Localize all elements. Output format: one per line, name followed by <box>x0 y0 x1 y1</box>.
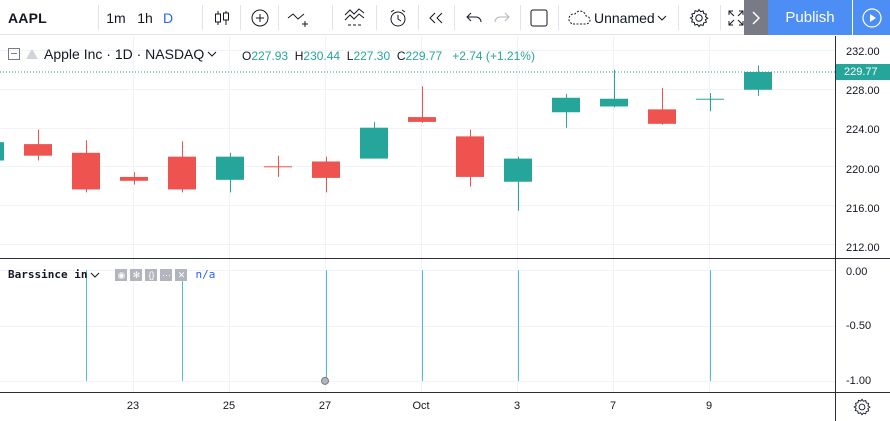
chevron-down-icon[interactable] <box>654 0 670 35</box>
toolbar-divider <box>720 5 721 30</box>
indicator-tick: 0.00 <box>846 266 868 278</box>
toolbar-divider <box>376 5 377 30</box>
time-tick: 27 <box>318 400 332 412</box>
alert-clock-icon[interactable] <box>384 0 412 35</box>
indicators-icon[interactable] <box>340 0 370 35</box>
indicator-plot <box>86 270 711 385</box>
last-price-label: 229.77 <box>836 64 890 80</box>
candle-body <box>408 117 436 122</box>
toolbar-divider <box>558 5 559 30</box>
layout-name[interactable]: Unnamed <box>594 9 655 26</box>
candle-body <box>216 156 244 180</box>
chart-canvas[interactable] <box>0 36 890 421</box>
ohlc-values: O227.93 H230.44 L227.30 C229.77 +2.74 (+… <box>242 49 535 63</box>
indicator-legend: Barssince in ◉ ✻ {} ⋯ ✕ n/a <box>8 268 215 281</box>
interval-1h[interactable]: 1h <box>137 9 153 26</box>
low-value: 227.30 <box>353 49 391 63</box>
top-toolbar: AAPL 1m 1h D Unnamed <box>0 0 890 35</box>
indicator-name[interactable]: Barssince in <box>8 268 88 281</box>
chevron-right-icon[interactable] <box>744 0 768 35</box>
open-label: O <box>242 49 252 63</box>
play-icon[interactable] <box>852 0 890 35</box>
undo-icon[interactable] <box>462 0 486 35</box>
chevron-down-icon[interactable] <box>207 50 217 58</box>
price-tick: 232.00 <box>846 46 880 58</box>
toolbar-divider <box>98 5 99 30</box>
close-label: C <box>396 49 406 63</box>
price-tick: 220.00 <box>846 164 880 176</box>
candle-body <box>120 176 148 181</box>
candle-body <box>648 109 676 124</box>
high-label: H <box>294 49 304 63</box>
candle-body <box>360 127 388 159</box>
price-tick: 224.00 <box>846 124 880 136</box>
cloud-icon[interactable] <box>564 0 594 35</box>
candle-body <box>264 166 292 168</box>
compare-icon[interactable] <box>284 0 314 35</box>
toolbar-divider <box>240 5 241 30</box>
indicator-tick: -0.50 <box>846 320 872 332</box>
low-label: L <box>346 49 354 63</box>
layout-square-icon[interactable] <box>526 0 552 35</box>
open-value: 227.93 <box>251 49 289 63</box>
symbol-legend: Apple Inc · 1D · NASDAQ <box>8 46 217 62</box>
replay-icon[interactable] <box>424 0 448 35</box>
candle-body <box>312 161 340 178</box>
close-icon[interactable]: ✕ <box>175 268 188 281</box>
symbol-search[interactable]: AAPL <box>8 9 47 26</box>
candles <box>0 65 772 211</box>
indicator-tick: -1.00 <box>846 375 872 387</box>
change-value: +2.74 (+1.21%) <box>452 49 535 63</box>
time-tick: 25 <box>222 400 236 412</box>
toolbar-divider <box>418 5 419 30</box>
close-value: 229.77 <box>405 49 443 63</box>
publish-button[interactable]: Publish <box>768 0 852 35</box>
candle-body <box>696 98 724 100</box>
grid <box>0 36 835 392</box>
source-code-icon[interactable]: {} <box>145 268 158 281</box>
gear-icon[interactable] <box>852 397 872 417</box>
redo-icon[interactable] <box>490 0 514 35</box>
candle-body <box>0 142 4 161</box>
cursor-dot <box>321 376 329 385</box>
toolbar-divider <box>202 5 203 30</box>
settings-icon[interactable]: ✻ <box>130 268 143 281</box>
candle-body <box>504 158 532 182</box>
candle-body <box>168 156 196 190</box>
high-value: 230.44 <box>303 49 341 63</box>
time-tick: 3 <box>513 400 521 412</box>
toolbar-divider <box>520 5 521 30</box>
toolbar-divider <box>332 5 333 30</box>
price-tick: 216.00 <box>846 203 880 215</box>
candle-body <box>600 98 628 107</box>
more-icon[interactable]: ⋯ <box>160 268 173 281</box>
time-tick: 7 <box>609 400 617 412</box>
toolbar-divider <box>278 5 279 30</box>
price-tick: 212.00 <box>846 242 880 254</box>
toolbar-divider <box>454 5 455 30</box>
interval-1d[interactable]: D <box>162 9 174 26</box>
gear-icon[interactable] <box>684 0 714 35</box>
interval-1m[interactable]: 1m <box>106 9 126 26</box>
candle-body <box>24 144 52 156</box>
add-indicator-icon[interactable] <box>246 0 274 35</box>
candle-body <box>552 97 580 113</box>
chevron-down-icon[interactable] <box>90 271 100 279</box>
candle-body <box>456 136 484 177</box>
time-tick: Oct <box>412 400 430 412</box>
logo-icon <box>26 49 38 59</box>
toolbar-divider <box>678 5 679 30</box>
price-tick: 228.00 <box>846 85 880 97</box>
candle-body <box>72 152 100 190</box>
legend-title[interactable]: Apple Inc · 1D · NASDAQ <box>44 46 205 62</box>
fullscreen-icon[interactable] <box>724 0 748 35</box>
candles-icon[interactable] <box>208 0 236 35</box>
candle-body <box>744 72 772 90</box>
time-tick: 9 <box>705 400 713 412</box>
eye-icon[interactable]: ◉ <box>115 268 128 281</box>
indicator-value: n/a <box>195 268 216 281</box>
collapse-icon[interactable] <box>8 48 20 60</box>
time-tick: 23 <box>126 400 140 412</box>
